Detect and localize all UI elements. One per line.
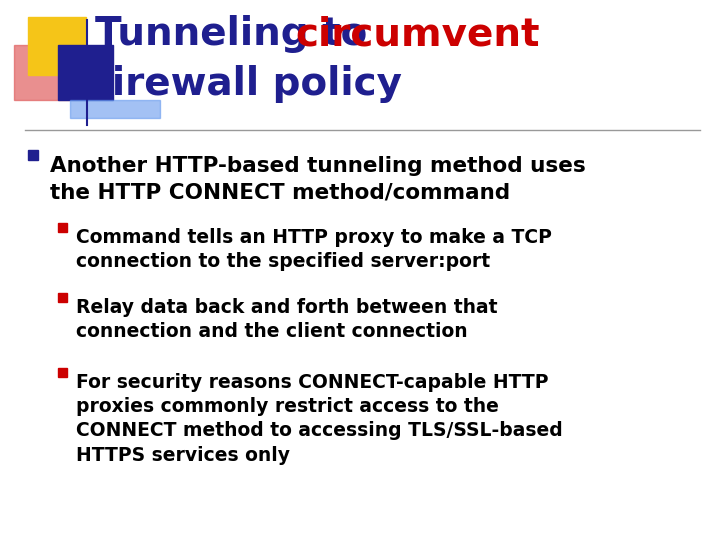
Text: circumvent: circumvent <box>295 15 539 53</box>
Text: For security reasons CONNECT-capable HTTP
proxies commonly restrict access to th: For security reasons CONNECT-capable HTT… <box>76 373 563 465</box>
Bar <box>58 223 67 232</box>
Bar <box>58 368 67 377</box>
Text: Tunneling to: Tunneling to <box>95 15 381 53</box>
Text: firewall policy: firewall policy <box>95 65 402 103</box>
Text: Another HTTP-based tunneling method uses
the HTTP CONNECT method/command: Another HTTP-based tunneling method uses… <box>50 156 586 202</box>
Bar <box>14 45 69 100</box>
Bar <box>58 45 113 100</box>
Bar <box>58 293 67 302</box>
Text: Relay data back and forth between that
connection and the client connection: Relay data back and forth between that c… <box>76 298 498 341</box>
Text: Command tells an HTTP proxy to make a TCP
connection to the specified server:por: Command tells an HTTP proxy to make a TC… <box>76 228 552 271</box>
Bar <box>28 150 38 160</box>
Bar <box>70 100 160 118</box>
Bar <box>28 17 86 75</box>
